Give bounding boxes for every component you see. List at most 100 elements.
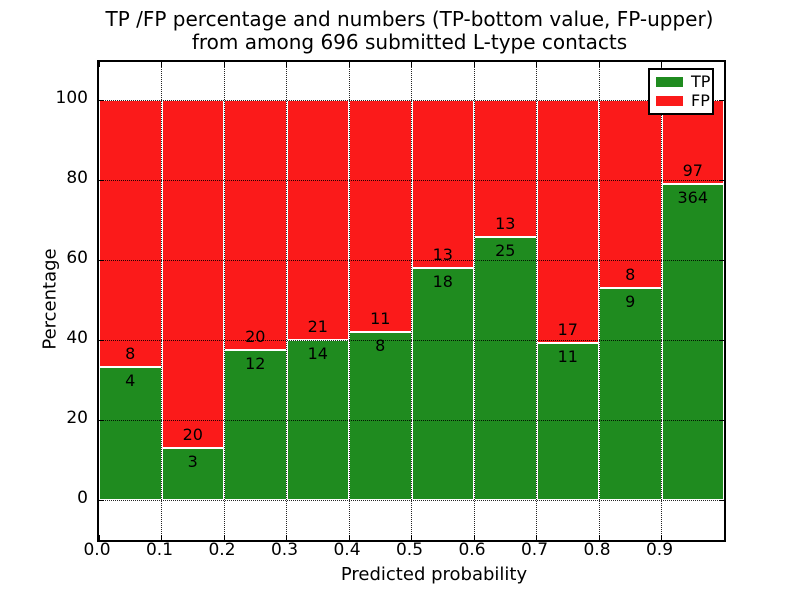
h-gridline xyxy=(99,339,724,341)
y-tick-mark xyxy=(99,419,104,421)
fp-count-label: 20 xyxy=(245,327,266,346)
x-tick-label: 0.0 xyxy=(83,540,111,560)
tp-bar-segment xyxy=(99,366,162,500)
v-gridline xyxy=(598,62,600,540)
y-tick-mark xyxy=(99,99,104,101)
tp-count-label: 3 xyxy=(187,451,198,471)
tp-bar-segment xyxy=(599,288,662,500)
tp-bar-segment xyxy=(474,236,537,500)
fp-bar-segment xyxy=(536,100,599,343)
chart-title-line2: from among 696 submitted L-type contacts xyxy=(191,30,628,54)
x-tick-mark xyxy=(161,62,162,67)
y-tick-mark xyxy=(99,259,104,261)
fp-bar-segment xyxy=(161,100,224,448)
y-tick-label: 40 xyxy=(66,328,88,348)
legend-item-fp: FP xyxy=(656,92,710,109)
x-tick-mark xyxy=(723,62,725,67)
fp-count-label: 17 xyxy=(557,319,578,339)
y-tick-label: 80 xyxy=(66,168,88,188)
tp-bar-segment xyxy=(661,184,724,500)
x-tick-mark xyxy=(536,62,537,67)
v-gridline xyxy=(473,62,475,540)
plot-area: TP FP 8 4 20 3 20 12 21 14 11 8 13 18 13 25 17 11 8 9 97 36… xyxy=(97,60,726,542)
y-tick-mark xyxy=(719,419,724,421)
x-tick-mark xyxy=(98,62,100,67)
y-tick-mark xyxy=(719,179,724,181)
v-gridline xyxy=(661,62,662,540)
y-tick-label: 0 xyxy=(77,488,88,508)
tp-bar-segment xyxy=(161,447,224,500)
tp-count-label: 11 xyxy=(557,346,578,366)
v-gridline xyxy=(223,62,225,540)
fp-count-label: 20 xyxy=(182,424,203,444)
tp-count-label: 18 xyxy=(432,271,453,291)
fp-bar-segment xyxy=(411,100,474,268)
h-gridline xyxy=(99,499,724,501)
tp-count-label: 14 xyxy=(307,344,328,363)
tp-bar-segment xyxy=(411,267,474,500)
x-tick-mark xyxy=(223,62,225,67)
x-tick-mark xyxy=(98,535,100,540)
tp-bar-segment xyxy=(536,342,599,500)
tp-count-label: 25 xyxy=(495,240,516,260)
x-tick-label: 0.2 xyxy=(208,540,236,560)
x-tick-mark xyxy=(348,535,350,540)
fp-bar-segment xyxy=(99,100,162,367)
fp-bar-segment xyxy=(224,100,287,350)
v-gridline xyxy=(411,62,412,540)
fp-count-label: 8 xyxy=(125,343,136,363)
v-gridline xyxy=(348,62,350,540)
tp-count-label: 4 xyxy=(125,370,136,390)
tp-count-label: 9 xyxy=(625,292,636,312)
fp-color-swatch xyxy=(656,95,683,106)
h-gridline xyxy=(99,179,724,181)
y-tick-label: 20 xyxy=(66,408,88,428)
y-tick-label: 60 xyxy=(66,248,88,268)
x-tick-mark xyxy=(661,535,662,540)
fp-count-label: 13 xyxy=(495,213,516,233)
x-tick-mark xyxy=(348,62,350,67)
y-tick-mark xyxy=(99,339,104,341)
tp-bar-segment xyxy=(349,331,412,500)
x-tick-mark xyxy=(536,535,537,540)
x-tick-label: 0.7 xyxy=(520,540,549,560)
tp-color-swatch xyxy=(656,77,683,88)
v-gridline xyxy=(286,62,287,540)
y-tick-mark xyxy=(719,499,724,501)
y-tick-label: 100 xyxy=(55,88,88,108)
x-tick-mark xyxy=(598,535,600,540)
fp-count-label: 21 xyxy=(307,317,328,336)
x-tick-label: 0.5 xyxy=(395,540,424,560)
y-tick-mark xyxy=(719,259,724,261)
x-tick-label: 0.3 xyxy=(270,540,299,560)
x-tick-mark xyxy=(473,535,475,540)
fp-bar-segment xyxy=(599,100,662,289)
x-tick-mark xyxy=(161,535,162,540)
tp-count-label: 364 xyxy=(677,188,709,208)
y-tick-mark xyxy=(719,99,724,101)
fp-count-label: 13 xyxy=(432,244,453,264)
legend-label-tp: TP xyxy=(691,72,711,92)
legend-item-tp: TP xyxy=(656,74,710,90)
legend: TP FP xyxy=(648,68,714,115)
x-tick-mark xyxy=(661,62,662,67)
fp-count-label: 8 xyxy=(625,265,636,285)
y-tick-mark xyxy=(99,179,104,181)
x-tick-label: 0.8 xyxy=(583,540,611,560)
y-tick-mark xyxy=(99,499,104,501)
fp-bar-segment xyxy=(286,100,349,340)
fp-bar-segment xyxy=(349,100,412,332)
x-tick-label: 0.1 xyxy=(145,540,174,560)
x-tick-label: 0.4 xyxy=(333,540,361,560)
x-tick-mark xyxy=(223,535,225,540)
x-tick-mark xyxy=(473,62,475,67)
x-tick-mark xyxy=(723,535,725,540)
chart-title: TP /FP percentage and numbers (TP-bottom… xyxy=(97,8,722,54)
x-axis-label: Predicted probability xyxy=(340,564,528,585)
x-tick-mark xyxy=(286,535,287,540)
x-tick-label: 0.9 xyxy=(645,540,674,560)
h-gridline xyxy=(99,259,724,261)
h-gridline xyxy=(99,99,724,101)
tp-count-label: 12 xyxy=(245,354,266,373)
